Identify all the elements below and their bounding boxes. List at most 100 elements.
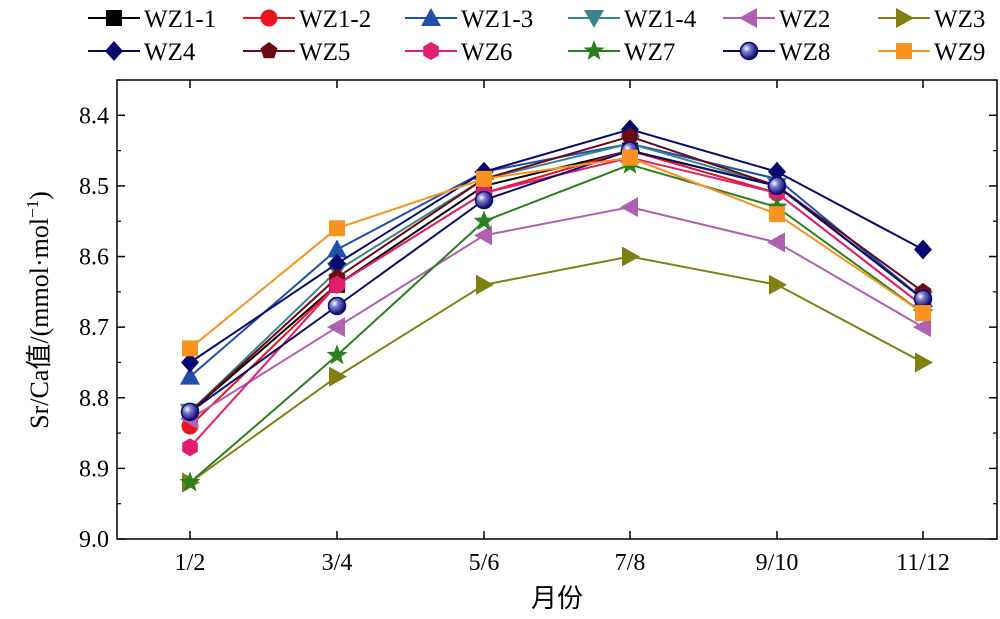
legend-item-wz9: WZ9 [878,39,985,66]
data-point [329,366,347,387]
data-point [766,196,788,217]
x-tick-label: 1/2 [175,550,206,576]
legend-label: WZ8 [779,39,830,66]
series-line [189,156,924,350]
legend-label: WZ1-4 [624,6,697,33]
series-line [189,142,924,378]
legend-item-wz1-2: WZ1-2 [243,6,371,33]
legend-item-wz6: WZ6 [405,39,512,66]
legend-label: WZ5 [299,39,350,66]
x-axis: 1/2 3/4 5/6 7/8 9/10 11/12 [175,80,950,576]
plot-frame [116,79,998,540]
series-line [189,135,924,413]
y-axis: 8.4 8.5 8.6 8.7 8.8 8.9 9.0 [79,79,997,553]
series-line [189,255,924,484]
data-point [915,305,931,322]
x-tick-label: 9/10 [756,550,799,576]
legend-label: WZ7 [624,39,675,66]
x-tick-label: 5/6 [469,550,500,576]
legend-label: WZ4 [144,39,196,66]
legend-marker [260,9,278,27]
x-tick-label: 3/4 [322,550,353,576]
legend-label: WZ1-3 [461,6,533,33]
data-point [329,275,345,294]
data-point [474,225,492,246]
legend-label: WZ1-2 [299,6,371,33]
data-point [769,206,785,223]
y-axis-title-close: ) [25,191,54,200]
y-axis-title-superscript: −1 [23,200,42,218]
y-axis-title-main: Sr/Ca值/(mmol·mol [25,218,54,429]
legend: WZ1-1 WZ1-2 WZ1-3 WZ1-4 WZ2 WZ3 WZ4 WZ5 WZ6 WZ7 WZ… [88,6,985,66]
data-point [622,246,640,267]
series-layer [179,119,934,493]
x-axis-title: 月份 [531,584,583,613]
legend-marker [739,8,757,28]
data-point [767,176,787,196]
y-tick-label: 8.9 [79,456,109,482]
data-point [621,127,639,144]
data-point [182,340,198,357]
y-tick-label: 8.8 [79,386,109,412]
series-wz1-4 [180,135,933,422]
data-point [620,197,638,218]
legend-item-wz2: WZ2 [723,6,830,33]
legend-item-wz8: WZ8 [723,39,830,66]
legend-marker [260,42,278,59]
series-line [189,206,924,420]
data-point [768,161,786,182]
data-point [180,402,200,422]
legend-item-wz1-1: WZ1-1 [88,6,216,33]
data-point [476,274,494,295]
y-tick-label: 9.0 [79,527,109,553]
data-point [476,170,492,187]
data-point [327,296,347,316]
data-point [329,220,345,237]
y-tick-label: 8.6 [79,245,109,271]
legend-marker [421,8,441,26]
legend-marker [584,10,604,28]
series-wz3 [182,246,933,493]
legend-marker [896,43,912,59]
data-point [182,438,198,457]
data-point [327,317,345,338]
data-point [913,317,931,338]
data-point [622,149,638,166]
legend-label: WZ1-1 [144,6,216,33]
x-tick-label: 7/8 [615,550,646,576]
legend-item-wz1-3: WZ1-3 [405,6,533,33]
legend-item-wz5: WZ5 [243,39,350,66]
x-tick-label: 11/12 [896,550,950,576]
legend-label: WZ2 [779,6,830,33]
data-point [473,210,495,231]
y-tick-label: 8.4 [79,103,109,129]
legend-marker [739,41,759,61]
legend-item-wz3: WZ3 [878,6,985,33]
data-point [326,344,348,365]
y-tick-label: 8.7 [79,315,109,341]
series-line [189,142,924,413]
data-point [769,274,787,295]
legend-marker [896,8,914,28]
data-point [474,190,494,210]
data-point [328,253,346,274]
y-tick-label: 8.5 [79,174,109,200]
data-point [915,352,933,373]
series-wz8 [180,141,933,422]
legend-label: WZ9 [934,39,985,66]
series-wz1-2 [181,142,932,435]
series-wz9 [182,149,931,357]
series-wz1-1 [182,142,931,420]
data-point [181,352,199,373]
data-point [327,239,347,258]
legend-item-wz7: WZ7 [568,39,675,66]
data-point [179,471,201,492]
y-axis-title: Sr/Ca值/(mmol·mol−1) [23,191,54,429]
data-point [767,232,785,253]
legend-label: WZ3 [934,6,985,33]
legend-item-wz4: WZ4 [88,39,196,66]
series-line [189,163,924,484]
data-point [913,289,933,309]
series-line [189,128,924,364]
